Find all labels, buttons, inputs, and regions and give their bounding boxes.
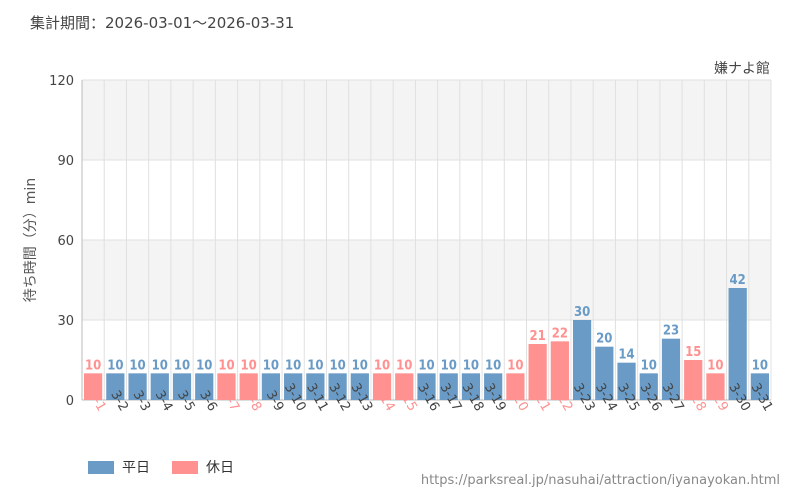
value-label: 42 [730, 273, 746, 288]
value-label: 22 [552, 326, 568, 341]
bar [684, 360, 703, 400]
bar [572, 320, 592, 400]
value-label: 10 [152, 358, 168, 373]
legend-label-holiday: 休日 [206, 460, 234, 476]
bars [84, 288, 769, 400]
bar [261, 373, 281, 400]
value-label: 10 [463, 358, 479, 373]
value-label: 10 [641, 358, 657, 373]
bar [195, 373, 214, 400]
value-label: 10 [129, 358, 145, 373]
bar [528, 344, 547, 400]
bar [661, 338, 681, 400]
value-label: 21 [529, 329, 545, 344]
background-band [82, 80, 771, 160]
value-label: 10 [352, 358, 368, 373]
value-label: 10 [374, 358, 390, 373]
bar [439, 373, 458, 400]
period-text: 集計期間：2026-03-01～2026-03-31 [30, 14, 295, 32]
bar [128, 373, 147, 400]
grid-lines [81, 79, 772, 401]
value-label: 10 [107, 358, 123, 373]
value-label: 10 [263, 358, 279, 373]
bar [284, 373, 303, 400]
legend-label-weekday: 平日 [122, 460, 150, 476]
bar [750, 373, 769, 400]
value-label: 10 [218, 358, 234, 373]
bar [306, 373, 325, 400]
bar [172, 373, 192, 400]
value-labels: 10 10 10 10 10 10 10 10 10 10 10 10 10 10 10 10 10 10 10 10… [85, 273, 768, 373]
value-label: 10 [752, 358, 768, 373]
bar [728, 288, 747, 400]
source-url: https://parksreal.jp/nasuhai/attraction/… [420, 473, 780, 488]
bar [217, 373, 236, 400]
value-label: 10 [85, 358, 101, 373]
bar [706, 373, 725, 400]
value-label: 10 [307, 358, 323, 373]
value-label: 10 [174, 358, 190, 373]
bar [239, 373, 258, 400]
bar [550, 341, 569, 400]
y-tick-label: 60 [57, 234, 74, 249]
value-label: 10 [507, 358, 523, 373]
background-bands [82, 80, 771, 320]
bar [617, 362, 636, 400]
value-label: 14 [618, 348, 634, 363]
bar [150, 373, 169, 400]
value-label: 15 [685, 345, 701, 360]
bar [484, 373, 503, 400]
bar [595, 346, 614, 400]
value-label: 10 [485, 358, 501, 373]
legend-swatch-holiday [172, 460, 198, 474]
bar [372, 373, 392, 400]
bar [328, 373, 347, 400]
bar [395, 373, 414, 400]
value-label: 10 [241, 358, 257, 373]
bar [461, 373, 481, 400]
y-axis-label: 待ち時間（分）min [23, 178, 39, 302]
bar [417, 373, 436, 400]
y-tick-label: 30 [57, 314, 74, 329]
y-tick-label: 0 [66, 394, 74, 409]
y-tick-label: 90 [57, 154, 74, 169]
legend-swatch-weekday [88, 460, 114, 474]
value-label: 10 [418, 358, 434, 373]
bar [506, 373, 525, 400]
bar [106, 373, 125, 400]
y-tick-label: 120 [49, 74, 74, 89]
legend-item-holiday: 休日 [172, 457, 234, 477]
value-label: 10 [707, 358, 723, 373]
value-label: 10 [396, 358, 412, 373]
bar [84, 373, 103, 400]
value-label: 30 [574, 305, 590, 320]
value-label: 10 [441, 358, 457, 373]
background-band [82, 240, 771, 320]
value-label: 23 [663, 324, 679, 339]
legend: 平日 休日 [88, 457, 234, 477]
value-label: 20 [596, 332, 612, 347]
value-label: 10 [329, 358, 345, 373]
chart-title: 嫌ナよ館 [714, 60, 770, 77]
legend-item-weekday: 平日 [88, 457, 150, 477]
value-label: 10 [285, 358, 301, 373]
value-label: 10 [196, 358, 212, 373]
bar [350, 373, 369, 400]
bar [639, 373, 658, 400]
y-tick-labels: 0 30 60 90 120 [49, 74, 74, 409]
